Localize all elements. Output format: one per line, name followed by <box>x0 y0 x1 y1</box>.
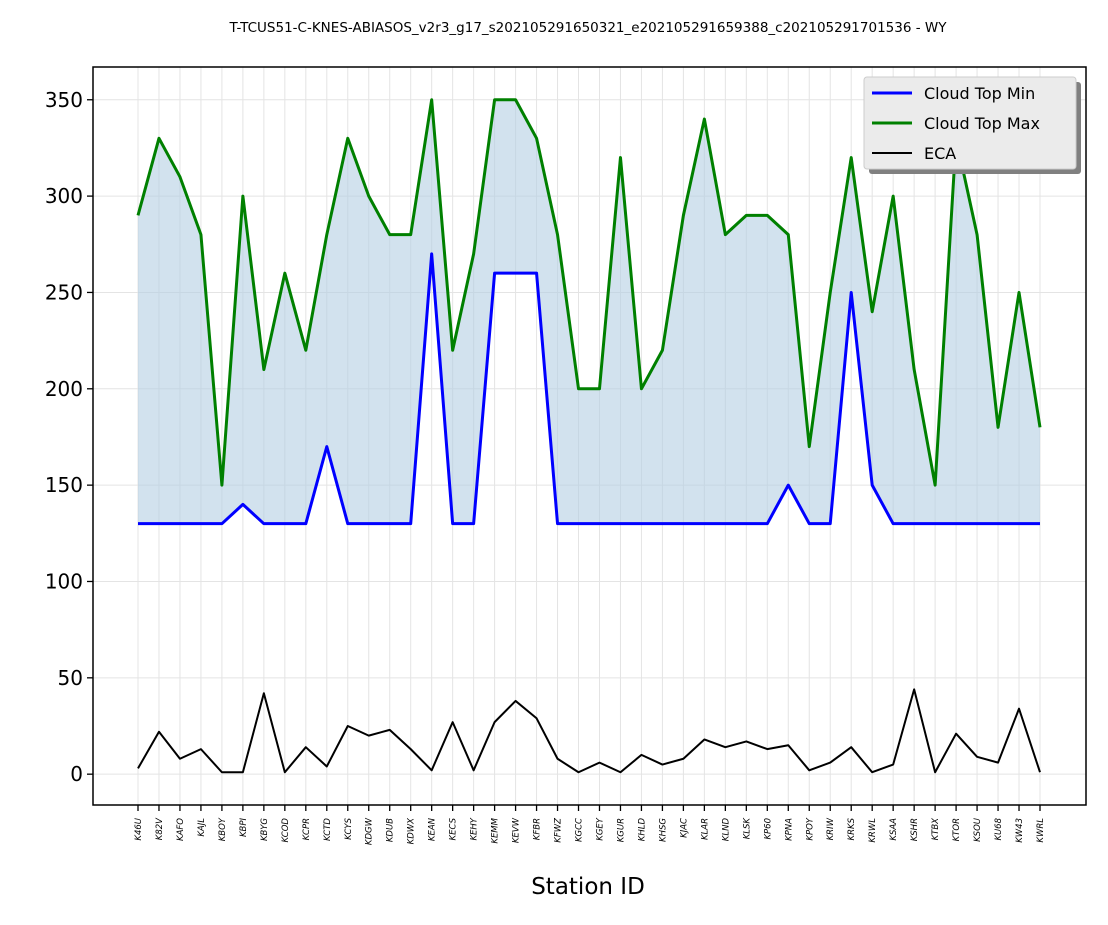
series-line-cloud-top-max <box>136 98 1042 487</box>
x-tick-label: KLND <box>721 818 731 842</box>
series-lines <box>136 98 1042 774</box>
y-tick-label: 50 <box>58 666 83 690</box>
series-line-cloud-top-min <box>138 252 1040 526</box>
y-tick-label: 350 <box>45 88 83 112</box>
axes: 0 50 100 150 200 250 300 350 K46U K82V KAFO KAJL KBO… <box>45 66 1087 845</box>
x-tick-label: KEHY <box>470 817 480 840</box>
x-tick-label: KCTD <box>323 818 333 841</box>
x-tick-label: KRIW <box>826 817 836 840</box>
x-tick-label: KCYS <box>344 817 354 839</box>
x-tick-label: KEAN <box>428 817 438 841</box>
y-tick-label: 150 <box>45 473 83 497</box>
x-tick-label: KGEY <box>595 817 605 841</box>
legend-label-cloud-top-max: Cloud Top Max <box>924 114 1040 133</box>
x-tick-label: KAFO <box>176 818 186 841</box>
x-axis-label: Station ID <box>531 874 645 900</box>
x-tick-label: KCOD <box>281 818 291 843</box>
x-tick-label: K82V <box>155 817 165 840</box>
chart-title: T-TCUS51-C-KNES-ABIASOS_v2r3_g17_s202105… <box>229 20 948 36</box>
x-tick-label: KW43 <box>1015 818 1025 843</box>
x-tick-label: KTOR <box>952 818 962 841</box>
x-tick-label: KGCC <box>575 818 585 842</box>
x-tick-label: KHLD <box>637 818 647 842</box>
x-tick-label: KAJL <box>197 818 207 837</box>
x-tick-label: KP60 <box>763 818 773 840</box>
plot-frame <box>92 66 1087 806</box>
x-tick-label: KLSK <box>742 817 752 840</box>
x-tick-label: KTBX <box>931 818 941 841</box>
legend-label-eca: ECA <box>924 144 956 163</box>
x-tick-label: KBOY <box>218 817 228 841</box>
legend: Cloud Top Min Cloud Top Max ECA <box>863 76 1081 174</box>
x-tick-label: KDGW <box>365 817 375 845</box>
y-tick-label: 250 <box>45 280 83 304</box>
x-tick-label: KBPI <box>239 818 249 838</box>
x-tick-label: KDWX <box>407 818 417 845</box>
y-tick-label: 200 <box>45 377 83 401</box>
x-tick-label: KPOY <box>805 817 815 840</box>
y-tick-label: 100 <box>45 569 83 593</box>
x-tick-label: KRKS <box>847 817 857 840</box>
x-tick-label: K46U <box>134 817 144 840</box>
x-tick-label: KCPR <box>302 818 312 840</box>
x-tick-label: KRWL <box>868 818 878 843</box>
x-tick-label: KEVW <box>512 817 522 843</box>
x-tick-label: KFBR <box>533 818 543 840</box>
x-tick-label: KGUR <box>616 818 626 842</box>
x-tick-label: KJAC <box>679 818 689 838</box>
legend-box <box>863 76 1077 170</box>
x-tick-label: KWRL <box>1036 818 1046 843</box>
x-tick-label: KEMM <box>491 817 501 843</box>
legend-label-cloud-top-min: Cloud Top Min <box>924 84 1035 103</box>
x-tick-label: KSOU <box>973 817 983 842</box>
y-tick-label: 0 <box>70 762 83 786</box>
y-tick-label: 300 <box>45 184 83 208</box>
x-tick-label: KSHR <box>910 818 920 841</box>
series-line-eca <box>137 688 1041 774</box>
x-tick-label: KDUB <box>386 818 396 842</box>
x-tick-label: KHSG <box>658 818 668 842</box>
x-tick-label: KSAA <box>889 818 899 841</box>
x-tick-label: KPNA <box>784 818 794 841</box>
x-tick-label: KU68 <box>994 817 1004 840</box>
x-tick-label: KECS <box>449 817 459 840</box>
x-tick-label: KLAR <box>700 818 710 840</box>
x-tick-label: KFWZ <box>554 818 564 843</box>
x-tick-label: KBYG <box>260 818 270 841</box>
